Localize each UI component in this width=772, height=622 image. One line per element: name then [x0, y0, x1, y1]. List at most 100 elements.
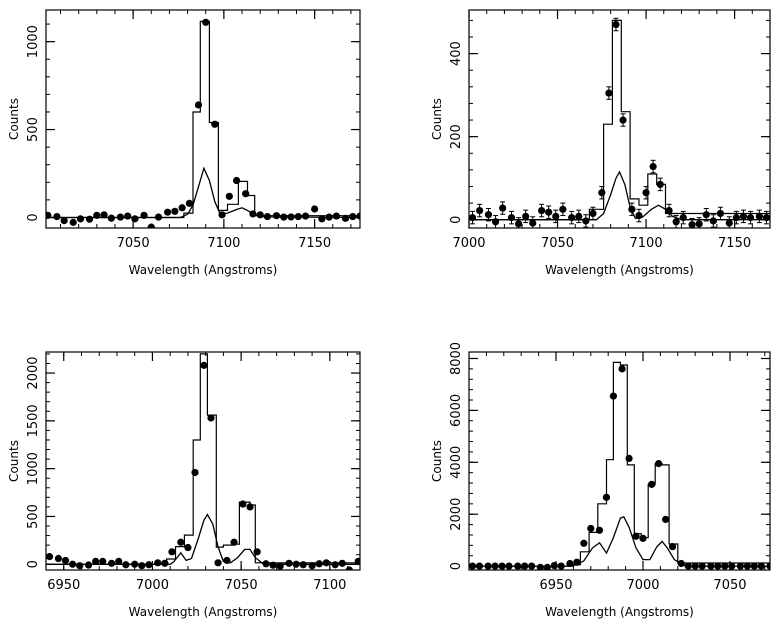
- data-point: [140, 211, 148, 219]
- data-point: [272, 212, 281, 220]
- data-point: [514, 562, 522, 570]
- data-point: [702, 211, 710, 219]
- y-tick-label: 500: [26, 504, 41, 529]
- data-point: [92, 557, 100, 565]
- data-point: [249, 210, 257, 218]
- data-point: [100, 211, 108, 219]
- data-point: [124, 212, 132, 220]
- data-point: [318, 215, 326, 223]
- data-point: [76, 562, 84, 570]
- y-tick-label: 6000: [449, 394, 464, 427]
- data-point: [285, 559, 293, 567]
- x-axis-label: Wavelength (Angstroms): [545, 263, 694, 277]
- data-point: [707, 562, 715, 570]
- data-point: [559, 205, 567, 213]
- data-point: [695, 220, 703, 228]
- data-point: [677, 559, 685, 568]
- data-point: [85, 215, 94, 223]
- y-tick-label: 200: [449, 124, 464, 149]
- data-point: [115, 557, 123, 565]
- data-point: [60, 217, 68, 225]
- data-point: [766, 562, 770, 570]
- data-point: [491, 562, 499, 570]
- data-point: [507, 214, 516, 222]
- data-point: [528, 562, 536, 570]
- data-point: [184, 543, 192, 552]
- data-point: [276, 562, 284, 570]
- data-point: [522, 212, 530, 220]
- data-point: [207, 414, 215, 422]
- y-axis-label: Counts: [7, 98, 21, 140]
- x-axis-label: Wavelength (Angstroms): [129, 605, 278, 619]
- data-point: [639, 534, 647, 542]
- data-point: [755, 212, 763, 220]
- panel-1: 7050 7100 7150 0 500 1000 Wavelength (Angstrom…: [7, 9, 361, 277]
- data-point: [308, 562, 316, 570]
- data-point: [582, 217, 590, 225]
- data-point: [573, 558, 581, 566]
- x-tick-label: 7050: [713, 578, 746, 593]
- data-point: [688, 221, 696, 228]
- data-point: [322, 559, 330, 567]
- data-point: [762, 214, 770, 222]
- data-point: [625, 454, 633, 463]
- data-point: [194, 101, 203, 109]
- y-tick-label: 0: [449, 562, 464, 570]
- x-tick-label: 7150: [718, 236, 751, 251]
- x-tick-label: 7000: [626, 578, 659, 593]
- histogram-series: [469, 361, 770, 567]
- data-point: [108, 559, 116, 567]
- data-point: [287, 213, 295, 221]
- y-tick-label: 0: [26, 560, 41, 568]
- data-point: [721, 562, 729, 570]
- data-point: [655, 459, 663, 468]
- data-point: [218, 211, 226, 219]
- data-point: [505, 562, 513, 570]
- data-point: [739, 212, 748, 220]
- data-point: [338, 559, 346, 567]
- y-tick-label: 500: [26, 117, 41, 142]
- x-tick-label: 6950: [539, 578, 572, 593]
- data-point: [263, 212, 272, 221]
- data-point: [84, 561, 93, 569]
- data-point: [575, 212, 583, 220]
- data-point: [566, 559, 574, 568]
- data-point: [349, 212, 357, 221]
- panel-2: 7000 7050 7100 7150 0 200 400 Wavelength (Angst…: [430, 9, 771, 277]
- data-point: [595, 526, 604, 534]
- data-point: [168, 548, 176, 556]
- plot-area: [469, 17, 770, 228]
- data-point: [171, 207, 179, 215]
- data-point: [529, 219, 537, 227]
- data-point: [484, 562, 492, 570]
- y-tick-label: 2000: [26, 356, 41, 389]
- data-point: [757, 562, 765, 570]
- data-point: [325, 213, 333, 221]
- data-point: [69, 560, 77, 568]
- data-point: [484, 211, 493, 219]
- data-point: [475, 562, 484, 570]
- x-tick-label: 7100: [313, 578, 346, 593]
- data-point: [665, 206, 673, 215]
- data-point: [476, 206, 484, 215]
- data-point: [550, 561, 558, 570]
- data-point: [131, 560, 139, 568]
- data-point: [543, 563, 551, 570]
- data-point: [211, 120, 219, 128]
- data-point: [138, 562, 146, 570]
- data-point: [602, 493, 611, 501]
- data-point: [122, 561, 130, 569]
- data-point: [746, 214, 755, 222]
- data-point: [54, 554, 63, 563]
- data-point: [557, 562, 565, 570]
- data-point: [536, 563, 544, 570]
- y-tick-label: 0: [26, 213, 41, 221]
- data-point: [53, 212, 61, 221]
- data-point: [145, 561, 153, 569]
- data-point: [214, 559, 222, 567]
- data-point: [256, 211, 264, 219]
- data-point: [332, 212, 341, 220]
- y-tick-label: 4000: [449, 446, 464, 479]
- data-point: [223, 556, 231, 565]
